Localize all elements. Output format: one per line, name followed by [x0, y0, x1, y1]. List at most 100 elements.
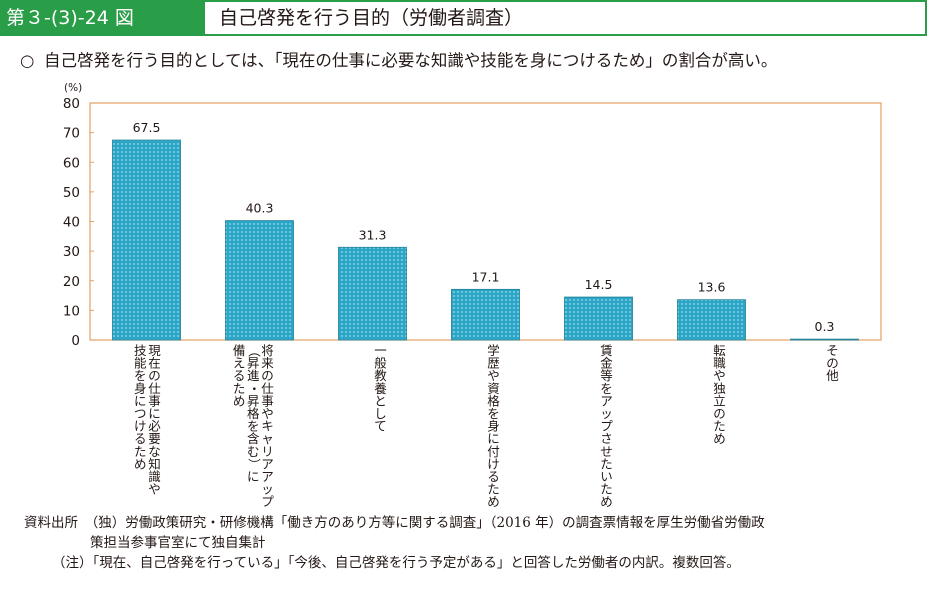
notes-block: 資料出所 （独）労働政策研究・研修機構「働き方のあり方等に関する調査」（2016… — [24, 513, 765, 573]
data-label: 40.3 — [246, 201, 274, 216]
svg-text:技: 技 — [134, 343, 147, 358]
svg-text:を: を — [600, 381, 613, 396]
svg-text:い: い — [600, 469, 613, 484]
svg-text:る: る — [134, 431, 147, 446]
svg-text:や: や — [487, 368, 500, 383]
svg-text:と: と — [374, 393, 387, 408]
svg-text:し: し — [374, 406, 387, 421]
svg-text:そ: そ — [826, 343, 839, 358]
bar — [451, 288, 520, 341]
svg-text:の: の — [148, 368, 161, 383]
svg-text:な: な — [148, 444, 161, 459]
y-tick-label: 50 — [63, 185, 80, 201]
data-label: 14.5 — [585, 277, 613, 292]
svg-text:転: 転 — [713, 343, 726, 358]
svg-text:歴: 歴 — [487, 356, 500, 371]
svg-text:昇: 昇 — [247, 356, 260, 371]
svg-text:る: る — [487, 469, 500, 484]
y-tick-label: 60 — [63, 155, 80, 171]
bar — [677, 299, 746, 341]
y-tick-label: 80 — [63, 96, 80, 112]
svg-text:一: 一 — [374, 343, 387, 358]
svg-text:ッ: ッ — [600, 406, 613, 421]
bar — [564, 296, 633, 341]
figure-header: 第３-(3)-24 図 自己啓発を行う目的（労働者調査） — [0, 0, 932, 38]
svg-text:に: に — [134, 393, 147, 408]
svg-text:ア: ア — [261, 456, 274, 471]
svg-text:め: め — [600, 494, 613, 508]
bar — [112, 139, 181, 341]
svg-text:せ: せ — [600, 444, 613, 459]
data-label: 31.3 — [359, 227, 387, 242]
svg-text:備: 備 — [233, 343, 246, 358]
svg-text:キ: キ — [261, 419, 274, 434]
svg-text:た: た — [713, 419, 726, 434]
figure-number: 第３-(3)-24 図 — [0, 0, 205, 36]
svg-text:必: 必 — [148, 419, 161, 434]
svg-text:職: 職 — [713, 356, 726, 371]
svg-text:て: て — [374, 419, 387, 434]
y-tick-label: 0 — [71, 333, 80, 349]
svg-text:養: 養 — [374, 381, 387, 396]
svg-text:（: （ — [246, 345, 261, 358]
y-tick-label: 20 — [63, 274, 80, 290]
y-axis-unit-label: (%) — [64, 82, 82, 94]
svg-text:む: む — [247, 444, 260, 459]
svg-text:含: 含 — [247, 431, 260, 446]
data-label: 67.5 — [133, 120, 161, 135]
x-category-label: 技能を身につけるため — [134, 343, 147, 471]
svg-text:さ: さ — [600, 431, 613, 446]
svg-text:要: 要 — [148, 431, 161, 446]
svg-text:リ: リ — [261, 444, 274, 459]
svg-text:め: め — [487, 494, 500, 508]
svg-text:る: る — [233, 368, 246, 383]
svg-text:事: 事 — [261, 393, 274, 408]
svg-text:身: 身 — [487, 419, 500, 434]
svg-text:け: け — [487, 456, 500, 471]
svg-text:仕: 仕 — [261, 381, 274, 396]
svg-text:立: 立 — [713, 393, 726, 408]
source-note-line2: 策担当参事官室にて独自集計 — [90, 535, 266, 551]
figure-title: 自己啓発を行う目的（労働者調査） — [205, 0, 927, 36]
svg-text:プ: プ — [600, 419, 613, 434]
svg-text:昇: 昇 — [247, 393, 260, 408]
svg-text:賃: 賃 — [600, 343, 613, 358]
y-tick-label: 70 — [63, 126, 80, 142]
svg-text:え: え — [233, 356, 246, 371]
svg-text:に: に — [487, 431, 500, 446]
svg-text:の: の — [713, 406, 726, 421]
x-category-label: 現在の仕事に必要な知識や — [148, 343, 161, 497]
svg-text:た: た — [600, 482, 613, 497]
svg-text:身: 身 — [134, 381, 147, 396]
svg-text:知: 知 — [148, 456, 161, 471]
svg-text:た: た — [233, 381, 246, 396]
svg-text:プ: プ — [261, 494, 274, 508]
bar — [338, 246, 407, 341]
y-tick-label: 30 — [63, 244, 80, 260]
svg-text:や: や — [261, 406, 274, 421]
summary-text: 自己啓発を行う目的としては、「現在の仕事に必要な知識や技能を身につけるため」の割… — [44, 51, 778, 70]
svg-text:ャ: ャ — [261, 431, 274, 446]
svg-text:・: ・ — [246, 383, 261, 396]
svg-text:仕: 仕 — [148, 381, 161, 396]
bar-chart: (%)0102030405060708067.5現在の仕事に必要な知識や技能を身… — [63, 82, 882, 508]
svg-text:独: 独 — [713, 381, 726, 396]
svg-text:能: 能 — [134, 356, 147, 371]
svg-text:に: に — [148, 406, 161, 421]
bar — [225, 220, 294, 341]
svg-text:や: や — [713, 368, 726, 383]
source-note-line1: 資料出所 （独）労働政策研究・研修機構「働き方のあり方等に関する調査」（2016… — [24, 515, 765, 531]
svg-text:）: ） — [246, 458, 261, 471]
svg-text:た: た — [487, 482, 500, 497]
svg-text:教: 教 — [374, 368, 387, 383]
svg-text:進: 進 — [247, 368, 260, 383]
svg-text:格: 格 — [247, 406, 260, 421]
svg-text:を: を — [487, 406, 500, 421]
